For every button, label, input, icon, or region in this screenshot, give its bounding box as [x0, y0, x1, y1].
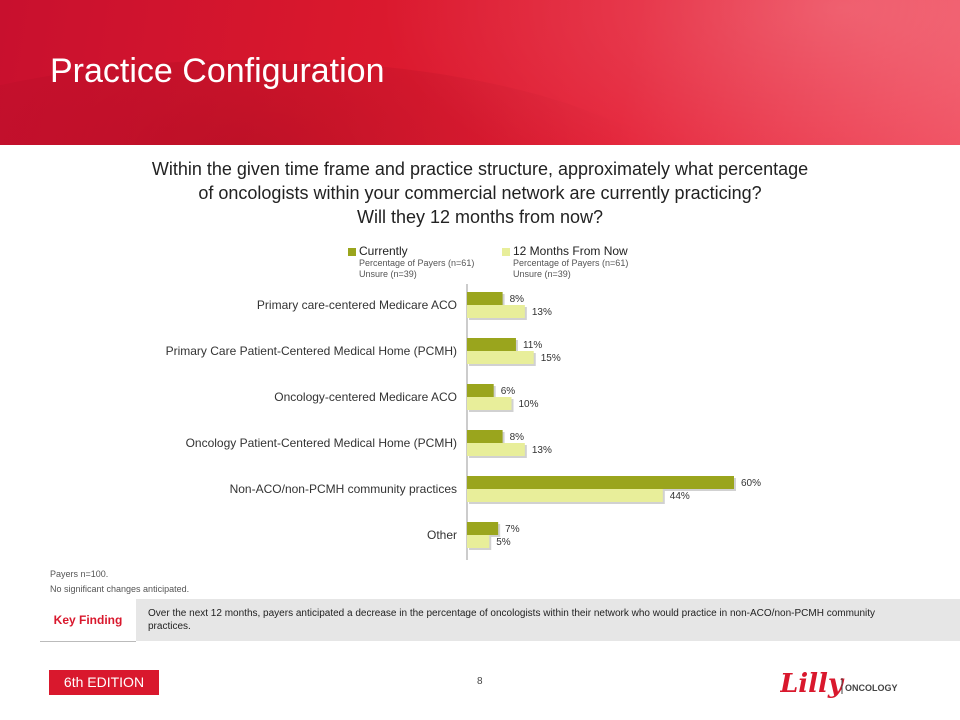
bar-currently: [467, 338, 516, 351]
logo-brand: Lilly: [780, 669, 845, 699]
bar-currently: [467, 476, 734, 489]
category-label: Primary Care Patient-Centered Medical Ho…: [166, 344, 457, 358]
legend-item-12-months: 12 Months From Now Percentage of Payers …: [502, 244, 628, 280]
bar-12-months: [467, 351, 534, 364]
question-line-1: Within the given time frame and practice…: [151, 159, 809, 179]
footnote-sample: Payers n=100.: [50, 569, 109, 579]
logo-sub: ONCOLOGY: [845, 683, 898, 693]
bar-12-months: [467, 443, 525, 456]
bar-12-months: [467, 489, 663, 502]
data-label: 6%: [501, 386, 516, 397]
key-finding-bar: [40, 599, 960, 641]
category-label: Primary care-centered Medicare ACO: [257, 298, 457, 312]
bar-currently: [467, 384, 494, 397]
page-title: Practice Configuration: [50, 52, 385, 90]
legend-label: Currently: [359, 244, 408, 258]
legend-sub: Percentage of Payers (n=61): [513, 258, 629, 268]
data-label: 15%: [541, 353, 561, 364]
bar-currently: [467, 292, 503, 305]
key-finding-text: Over the next 12 months, payers anticipa…: [148, 608, 876, 632]
category-label: Oncology Patient-Centered Medical Home (…: [186, 436, 457, 450]
key-finding-label: Key Finding: [40, 599, 136, 642]
data-label: 8%: [510, 294, 525, 305]
category-label: Other: [427, 528, 457, 542]
category-label: Non-ACO/non-PCMH community practices: [230, 482, 457, 496]
question-line-2: of oncologists within your commercial ne…: [198, 183, 762, 203]
data-label: 5%: [496, 537, 511, 548]
data-label: 60%: [741, 478, 761, 489]
bar-currently: [467, 430, 503, 443]
category-label: Oncology-centered Medicare ACO: [274, 390, 457, 404]
legend-sub: Unsure (n=39): [513, 269, 571, 279]
legend-sub: Percentage of Payers (n=61): [359, 258, 475, 268]
data-label: 8%: [510, 432, 525, 443]
bar-12-months: [467, 397, 512, 410]
edition-badge: 6th EDITION: [49, 670, 159, 695]
data-label: 10%: [519, 399, 539, 410]
legend-swatch-12-months: [502, 247, 510, 256]
question-line-3: Will they 12 months from now?: [356, 207, 604, 227]
data-label: 11%: [523, 340, 542, 351]
bar-12-months: [467, 305, 525, 318]
data-label: 7%: [505, 524, 520, 535]
bar-currently: [467, 522, 499, 535]
data-label: 44%: [670, 491, 690, 502]
lilly-oncology-logo: Lilly ONCOLOGY: [780, 669, 898, 699]
legend-sub: Unsure (n=39): [359, 269, 417, 279]
legend-item-currently: Currently Percentage of Payers (n=61) Un…: [348, 244, 474, 280]
banner-swoosh: [300, 0, 960, 145]
footnote-changes: No significant changes anticipated.: [50, 584, 190, 594]
bar-12-months: [467, 535, 490, 548]
header-banner: Practice Configuration: [0, 0, 960, 145]
legend-swatch-currently: [348, 247, 356, 256]
data-label: 13%: [532, 445, 552, 456]
data-label: 13%: [532, 307, 552, 318]
bar-chart: Primary care-centered Medicare ACO 8% 13% P…: [166, 284, 761, 560]
question-text: Within the given time frame and practice…: [60, 157, 900, 229]
page-number: 8: [477, 676, 483, 687]
legend-label: 12 Months From Now: [513, 244, 628, 258]
